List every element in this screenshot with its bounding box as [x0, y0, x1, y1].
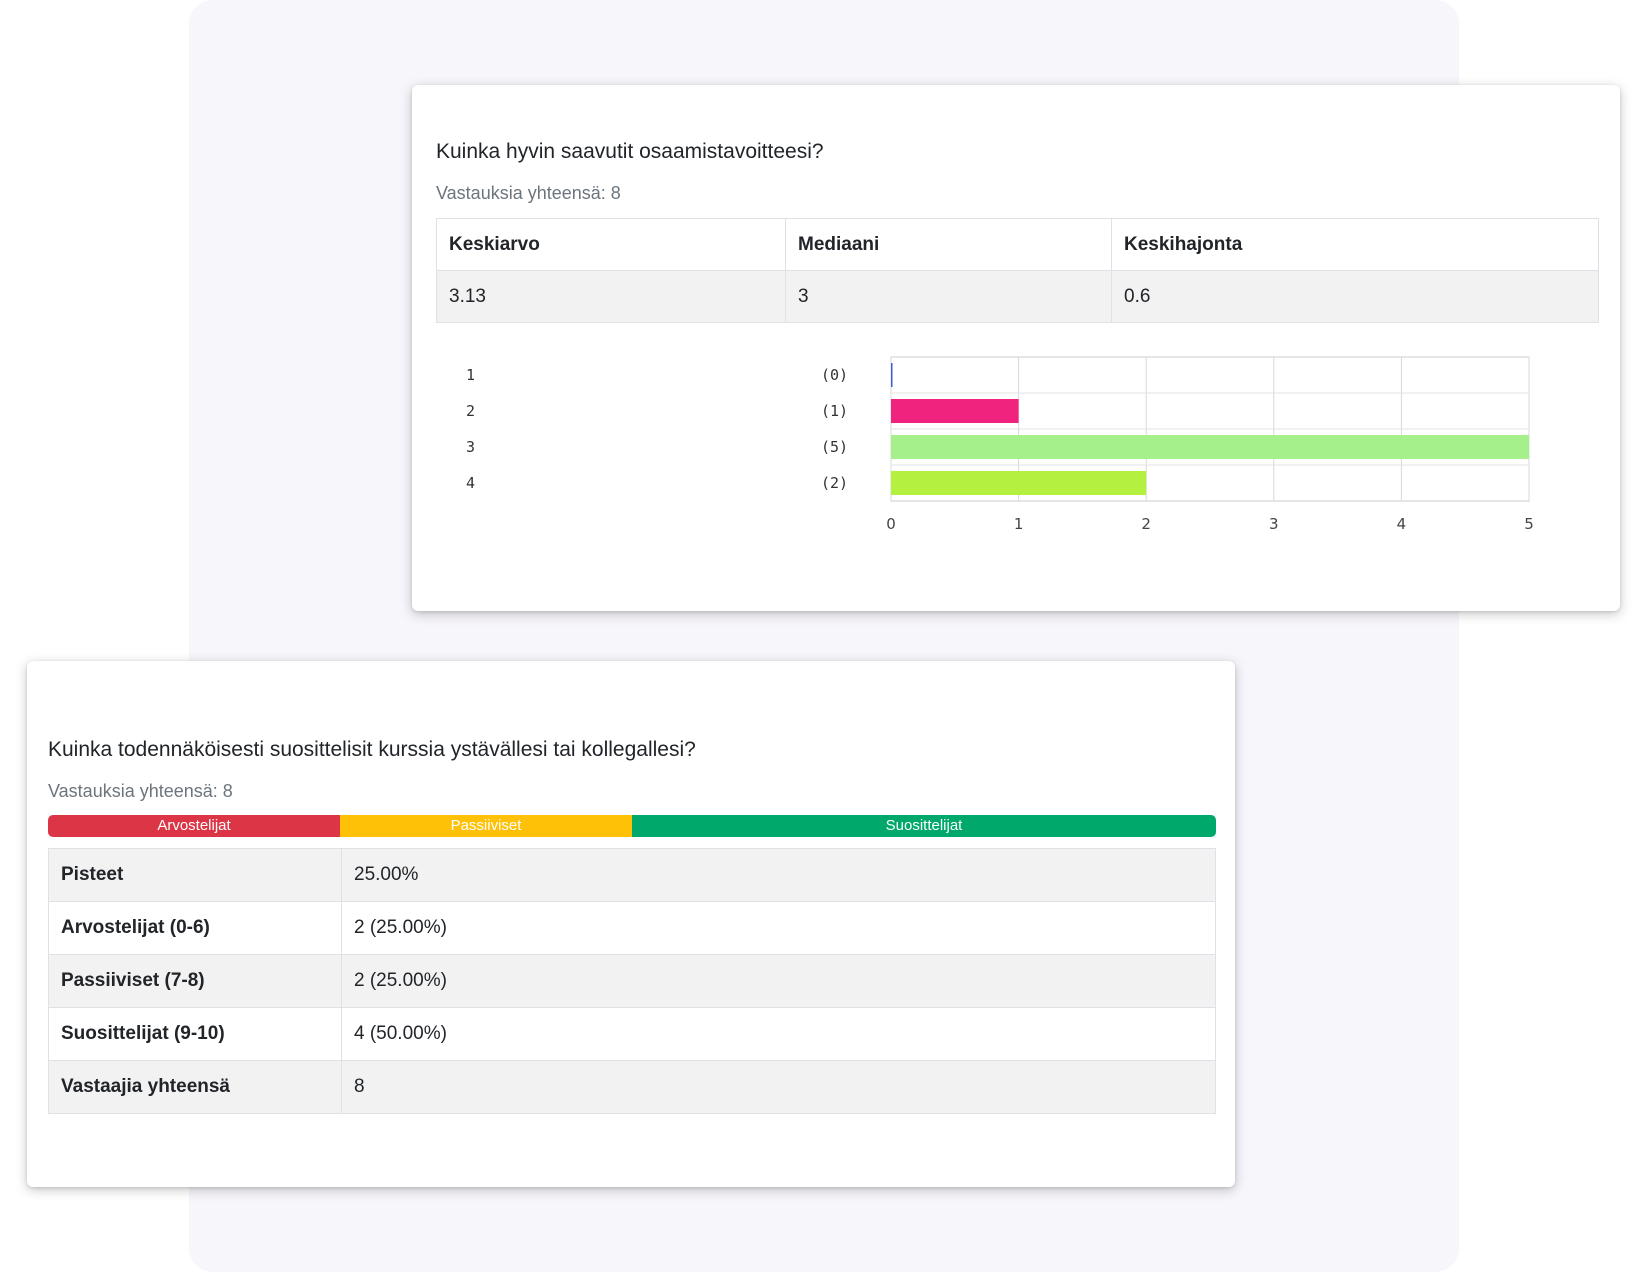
nps-table: Pisteet 25.00% Arvostelijat (0-6) 2 (25.00%…: [48, 848, 1216, 1114]
x-tick-label: 0: [886, 515, 896, 533]
category-label: 4: [466, 474, 475, 492]
bar-1: [891, 363, 893, 387]
value-median: 3: [785, 270, 1112, 323]
category-label: 3: [466, 438, 475, 456]
nps-table-row: Arvostelijat (0-6) 2 (25.00%): [48, 901, 1216, 955]
statistics-table: Keskiarvo Mediaani Keskihajonta 3.13 3 0…: [436, 218, 1599, 323]
nps-segment-passiiviset: Passiiviset: [340, 815, 632, 837]
value-mean: 3.13: [436, 270, 786, 323]
bar-2: [891, 399, 1019, 423]
x-tick-label: 2: [1141, 515, 1151, 533]
value-std-dev: 0.6: [1111, 270, 1599, 323]
total-responses: Vastauksia yhteensä: 8: [436, 183, 621, 203]
question-title: Kuinka hyvin saavutit osaamistavoitteesi…: [436, 140, 824, 163]
row-value: 2 (25.00%): [341, 901, 1216, 955]
category-label: 1: [466, 366, 475, 384]
bar-4: [891, 471, 1147, 495]
bar-3: [891, 435, 1529, 459]
nps-table-row: Pisteet 25.00%: [48, 848, 1216, 902]
row-label: Pisteet: [48, 848, 342, 902]
x-tick-label: 3: [1269, 515, 1279, 533]
response-distribution-chart: 1 (0) 2 (1) 3 (5) 4 (2) 0 1 2 3 4 5: [466, 356, 1534, 533]
x-tick-label: 5: [1524, 515, 1534, 533]
category-label: 2: [466, 402, 475, 420]
row-value: 4 (50.00%): [341, 1007, 1216, 1061]
count-label: (0): [821, 366, 848, 384]
row-value: 25.00%: [341, 848, 1216, 902]
row-value: 8: [341, 1060, 1216, 1114]
count-label: (5): [821, 438, 848, 456]
nps-distribution-bar: Arvostelijat Passiiviset Suosittelijat: [48, 815, 1216, 837]
header-std-dev: Keskihajonta: [1111, 218, 1599, 271]
statistics-header-row: Keskiarvo Mediaani Keskihajonta: [436, 218, 1599, 271]
header-median: Mediaani: [785, 218, 1112, 271]
row-label: Passiiviset (7-8): [48, 954, 342, 1008]
total-responses: Vastauksia yhteensä: 8: [48, 781, 233, 801]
count-label: (1): [821, 402, 848, 420]
nps-table-row: Suosittelijat (9-10) 4 (50.00%): [48, 1007, 1216, 1061]
header-mean: Keskiarvo: [436, 218, 786, 271]
nps-segment-arvostelijat: Arvostelijat: [48, 815, 340, 837]
row-value: 2 (25.00%): [341, 954, 1216, 1008]
nps-table-row: Passiiviset (7-8) 2 (25.00%): [48, 954, 1216, 1008]
nps-table-row: Vastaajia yhteensä 8: [48, 1060, 1216, 1114]
question-card-recommendation: Kuinka todennäköisesti suosittelisit kur…: [27, 661, 1235, 1187]
row-label: Arvostelijat (0-6): [48, 901, 342, 955]
row-label: Vastaajia yhteensä: [48, 1060, 342, 1114]
x-tick-label: 1: [1014, 515, 1024, 533]
row-label: Suosittelijat (9-10): [48, 1007, 342, 1061]
nps-segment-suosittelijat: Suosittelijat: [632, 815, 1216, 837]
x-tick-label: 4: [1397, 515, 1407, 533]
question-card-learning-goals: Kuinka hyvin saavutit osaamistavoitteesi…: [412, 85, 1620, 611]
statistics-value-row: 3.13 3 0.6: [436, 270, 1599, 323]
count-label: (2): [821, 474, 848, 492]
question-title: Kuinka todennäköisesti suosittelisit kur…: [48, 738, 696, 761]
